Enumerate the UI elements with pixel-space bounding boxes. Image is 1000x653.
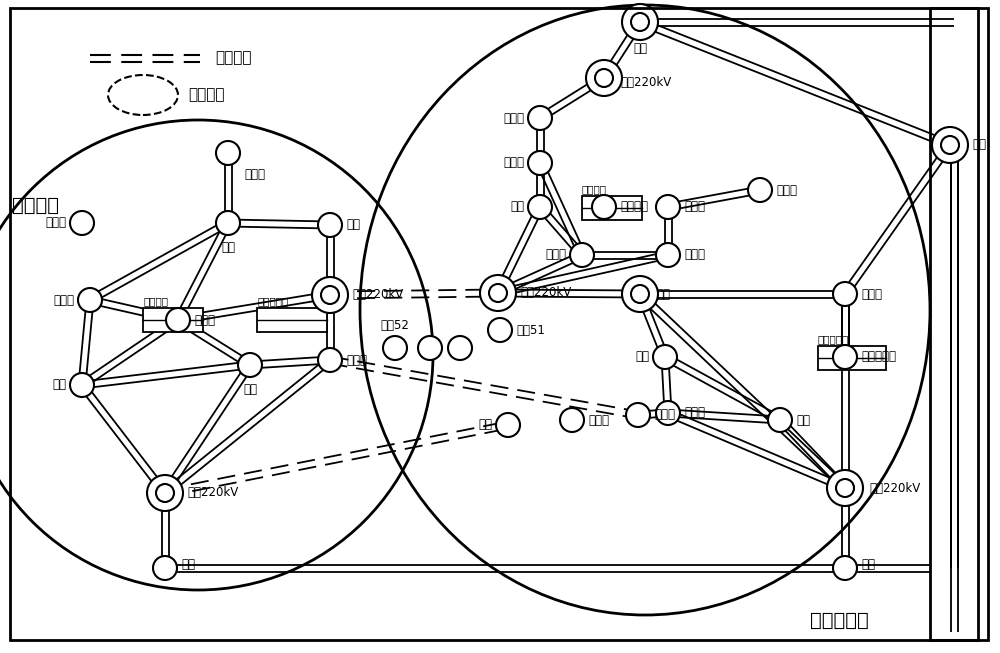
Circle shape [383, 336, 407, 360]
Text: 京阳热电: 京阳热电 [143, 296, 168, 306]
Circle shape [418, 336, 442, 360]
Text: 望京: 望京 [510, 200, 524, 214]
Circle shape [528, 151, 552, 175]
Text: 未电城电厂: 未电城电厂 [257, 296, 288, 306]
Circle shape [312, 277, 348, 313]
Circle shape [318, 213, 342, 237]
Text: 团结湖: 团结湖 [503, 112, 524, 125]
Text: 知春里: 知春里 [53, 293, 74, 306]
Text: 西直门: 西直门 [45, 217, 66, 229]
Text: 昌平: 昌平 [181, 558, 195, 571]
Circle shape [768, 408, 792, 432]
Text: 昌城分区: 昌城分区 [12, 195, 59, 214]
Circle shape [488, 318, 512, 342]
Circle shape [836, 479, 854, 497]
Bar [818, 346, 886, 370]
Text: 黄寺: 黄寺 [221, 241, 235, 254]
Text: 城顺朝分区: 城顺朝分区 [810, 611, 869, 629]
Circle shape [528, 195, 552, 219]
Text: 红军营: 红军营 [194, 313, 215, 326]
Circle shape [656, 243, 680, 267]
Text: 东北郊: 东北郊 [545, 249, 566, 261]
Text: 朝阳220kV: 朝阳220kV [620, 76, 671, 89]
Circle shape [216, 141, 240, 165]
Text: 朝阳门: 朝阳门 [684, 200, 705, 214]
Circle shape [833, 345, 857, 369]
Text: 怀柔: 怀柔 [478, 419, 492, 432]
Circle shape [147, 475, 183, 511]
Circle shape [560, 408, 584, 432]
Circle shape [656, 401, 680, 425]
Text: 故障元件: 故障元件 [188, 88, 224, 103]
Circle shape [932, 127, 968, 163]
Text: 高安电电厂: 高安电电厂 [818, 334, 849, 344]
Text: 国华电厂: 国华电厂 [582, 184, 607, 194]
Text: 通州: 通州 [972, 138, 986, 151]
Bar [143, 308, 203, 332]
Text: 东埯东: 东埯东 [861, 287, 882, 300]
Text: 酒仙桥: 酒仙桥 [503, 157, 524, 170]
Circle shape [570, 243, 594, 267]
Bar [582, 196, 642, 220]
Circle shape [622, 276, 658, 312]
Text: 沙河: 沙河 [656, 287, 670, 300]
Text: 城北52: 城北52 [381, 319, 409, 332]
Text: 霍营: 霍营 [243, 383, 257, 396]
Circle shape [318, 348, 342, 372]
Circle shape [489, 284, 507, 302]
Circle shape [833, 556, 857, 580]
Circle shape [595, 69, 613, 87]
Circle shape [496, 413, 520, 437]
Circle shape [153, 556, 177, 580]
Circle shape [216, 211, 240, 235]
Text: 高露密: 高露密 [684, 407, 705, 419]
Text: 七家庄: 七家庄 [346, 353, 367, 366]
Circle shape [622, 4, 658, 40]
Circle shape [748, 178, 772, 202]
Circle shape [631, 285, 649, 303]
Text: 城北220kV: 城北220kV [520, 287, 571, 300]
Circle shape [626, 403, 650, 427]
Circle shape [70, 211, 94, 235]
Text: 朝阳: 朝阳 [633, 42, 647, 55]
Text: 顺义: 顺义 [861, 558, 875, 571]
Circle shape [528, 106, 552, 130]
Text: 城北51: 城北51 [516, 323, 545, 336]
Text: 昌子220kV: 昌子220kV [187, 486, 238, 500]
Circle shape [166, 308, 190, 332]
Text: 定福庄: 定福庄 [776, 183, 797, 197]
Circle shape [78, 288, 102, 312]
Circle shape [833, 282, 857, 306]
Text: 联络通道: 联络通道 [215, 50, 252, 65]
Text: 未来城: 未来城 [654, 409, 675, 421]
Bar [930, 8, 978, 640]
Circle shape [592, 195, 616, 219]
Text: 太阳宫: 太阳宫 [684, 249, 705, 261]
Circle shape [238, 353, 262, 377]
Text: 城北220kV: 城北220kV [352, 289, 403, 302]
Circle shape [656, 195, 680, 219]
Circle shape [156, 484, 174, 502]
Text: 怀柔北: 怀柔北 [588, 413, 609, 426]
Text: 马坡: 马坡 [635, 351, 649, 364]
Circle shape [586, 60, 622, 96]
Circle shape [653, 345, 677, 369]
Circle shape [827, 470, 863, 506]
Text: 顺义220kV: 顺义220kV [869, 481, 920, 494]
Text: 清河: 清河 [52, 379, 66, 392]
Text: 奥运: 奥运 [346, 219, 360, 232]
Text: 高安电电厂: 高安电电厂 [861, 351, 896, 364]
Text: 国华电厂: 国华电厂 [620, 200, 648, 214]
Circle shape [941, 136, 959, 154]
Circle shape [480, 275, 516, 311]
Circle shape [631, 13, 649, 31]
Text: 地安门: 地安门 [244, 168, 265, 181]
Bar [257, 308, 327, 332]
Text: 西马: 西马 [796, 413, 810, 426]
Circle shape [321, 286, 339, 304]
Circle shape [70, 373, 94, 397]
Circle shape [448, 336, 472, 360]
